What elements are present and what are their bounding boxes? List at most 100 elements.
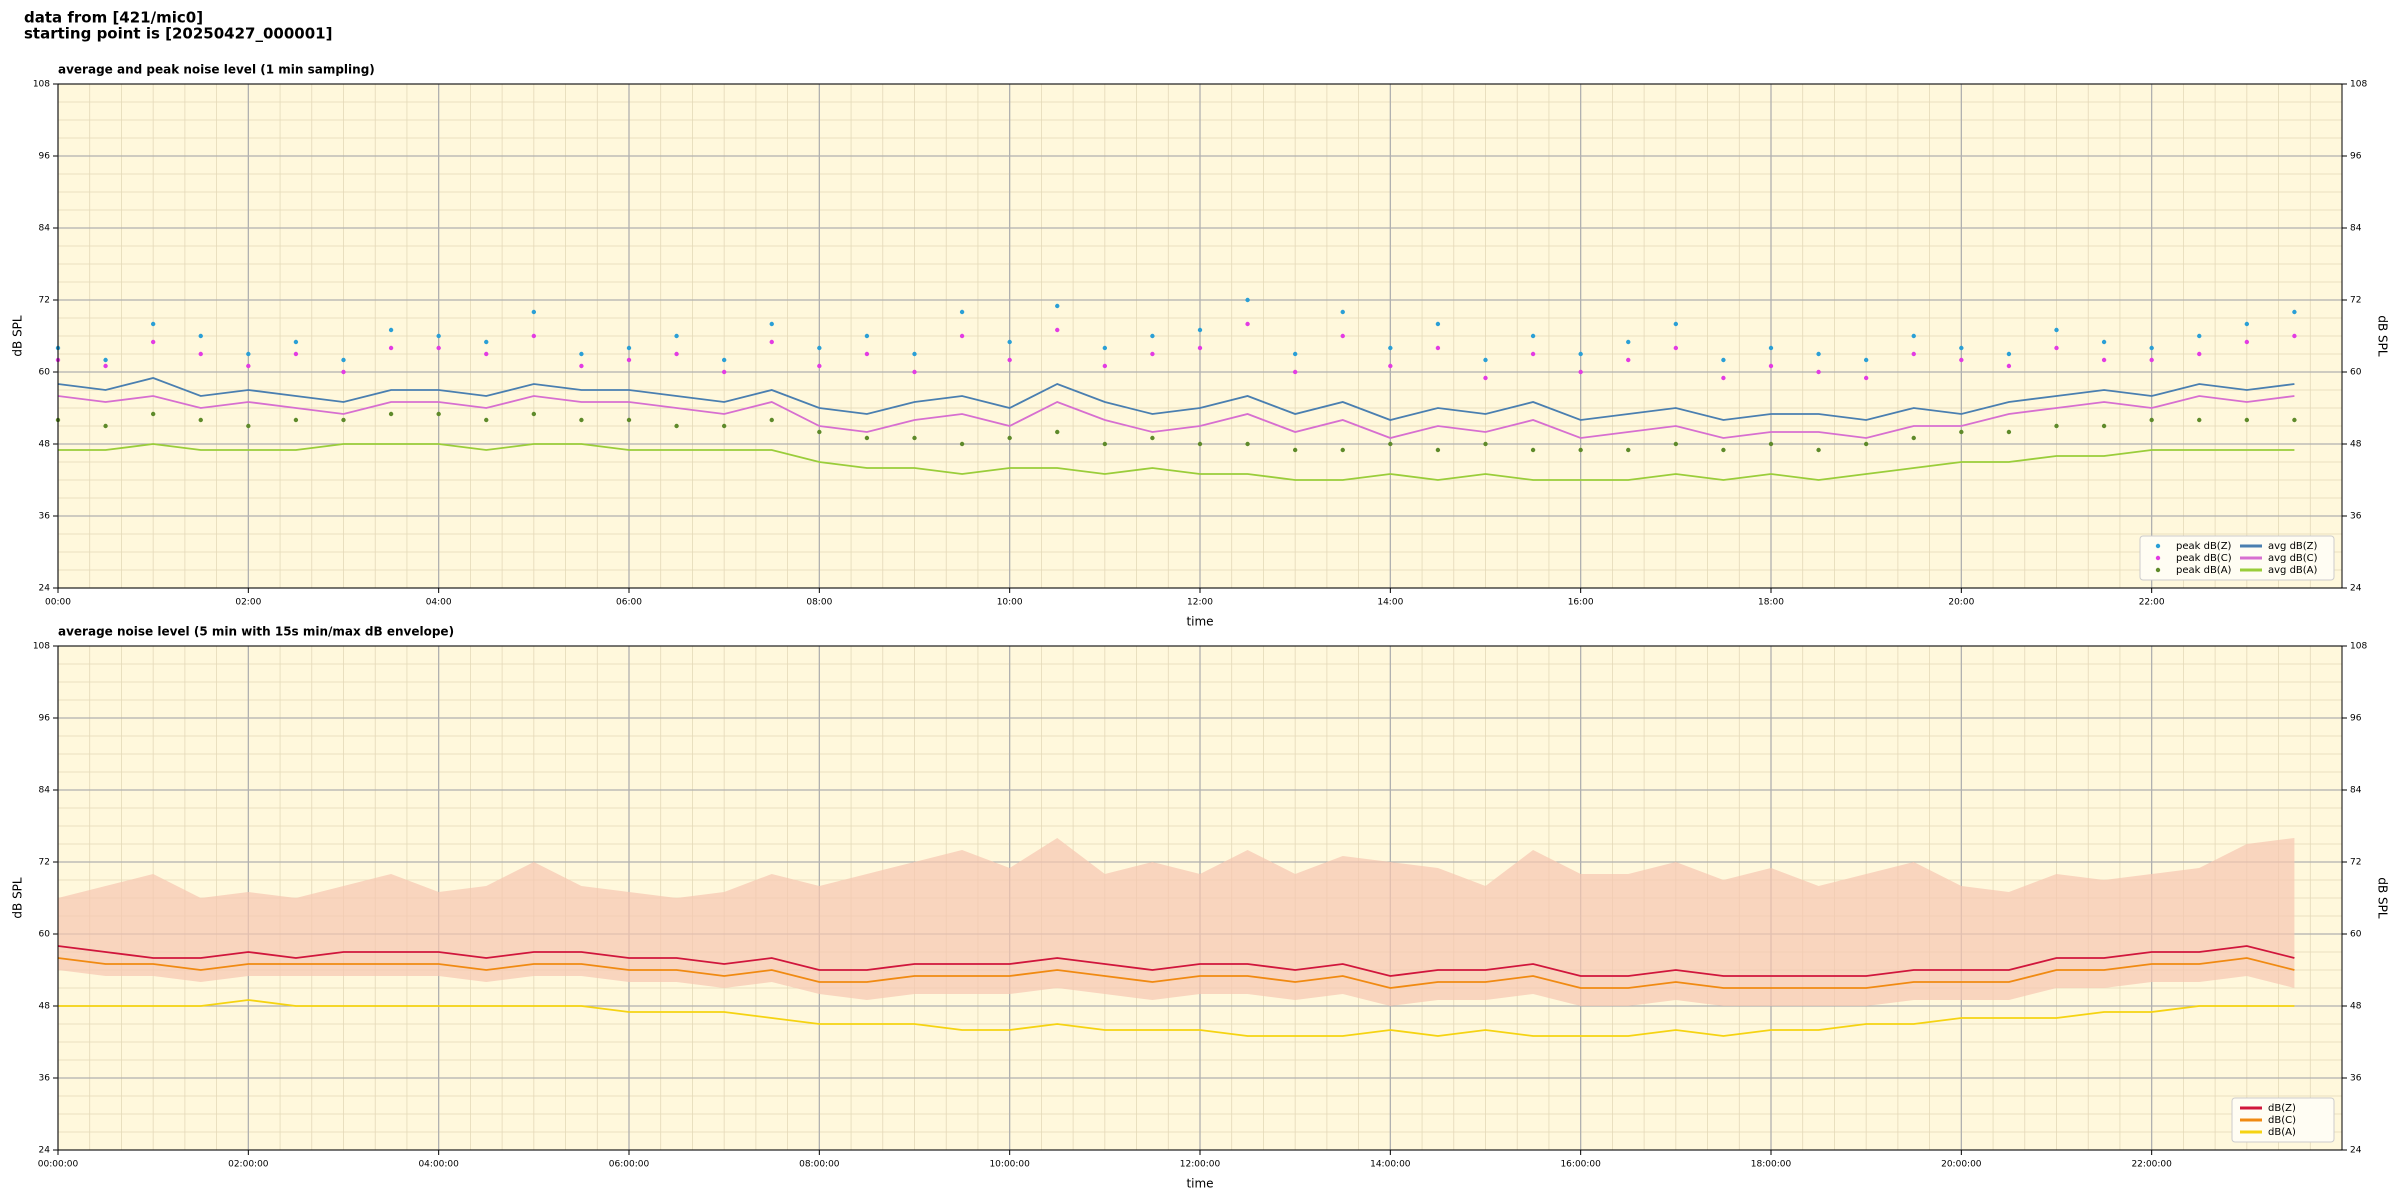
peak-point [2244,339,2250,345]
series-line [57,945,2295,977]
peak-point [1292,447,1298,453]
peak-point [1150,435,1155,441]
peak-point [1245,321,1250,327]
y2-tick-label: 60 [2350,930,2362,940]
legend-marker [2155,543,2161,549]
peak-point [912,351,917,357]
y-tick-label: 96 [39,152,51,162]
peak-point [579,417,584,423]
peak-point [1626,339,1631,345]
x-tick-label: 14:00 [1377,598,1403,608]
y-tick-label: 84 [39,224,51,234]
peak-point [1055,303,1060,309]
y-tick-label: 96 [39,714,51,724]
peak-point [817,345,822,351]
peak-point [2244,321,2250,327]
peak-point [674,333,679,339]
peak-point [2292,417,2297,423]
peak-point [912,369,917,375]
legend-marker [2155,567,2161,573]
peak-point [864,333,870,339]
peak-point [1245,441,1250,447]
legend-label: dB(C) [2268,1115,2296,1126]
peak-point [2006,351,2012,357]
y-tick-label: 72 [39,858,50,868]
peak-point [1197,327,1203,333]
peak-point [388,327,394,333]
peak-point [1863,441,1869,447]
legend-marker [2155,555,2161,561]
x-tick-label: 22:00:00 [2131,1160,2172,1170]
peak-point [864,435,870,441]
peak-point [2292,309,2297,315]
y-tick-label: 72 [39,296,50,306]
plot-frame [57,83,2343,589]
peak-point [2292,333,2297,339]
series-line [57,395,2295,439]
y-tick-label: 60 [39,930,51,940]
x-tick-label: 06:00:00 [609,1160,650,1170]
x-tick-label: 14:00:00 [1370,1160,1411,1170]
x-tick-label: 04:00 [426,598,452,608]
x-tick-label: 10:00 [997,598,1023,608]
y2-axis-label: dB SPL [2376,877,2390,919]
legend-label: dB(A) [2268,1127,2296,1138]
legend-label: peak dB(Z) [2176,541,2232,552]
peak-point [1816,369,1821,375]
peak-point [531,309,537,315]
peak-point [1768,363,1774,369]
peak-point [1530,351,1536,357]
peak-point [150,339,156,345]
peak-point [1483,375,1488,381]
y2-axis-label: dB SPL [2376,315,2390,357]
peak-point [626,417,632,423]
x-tick-label: 04:00:00 [418,1160,459,1170]
x-axis-label: time [1186,1177,1213,1191]
peak-point [1578,447,1583,453]
peak-point [103,423,108,429]
peak-point [1102,363,1108,369]
peak-point [864,351,870,357]
peak-point [1483,357,1488,363]
legend-label: avg dB(A) [2268,565,2318,576]
legend-label: dB(Z) [2268,1103,2296,1114]
legend-box [2139,535,2335,581]
peak-point [341,357,346,363]
peak-point [674,423,679,429]
y-tick-label: 24 [39,584,51,594]
peak-point [246,351,251,357]
x-tick-label: 18:00:00 [1751,1160,1792,1170]
series-line [58,999,2295,1037]
peak-point [531,411,537,417]
y2-tick-label: 72 [2350,858,2361,868]
peak-point [1483,441,1488,447]
y-tick-label: 84 [39,786,51,796]
x-tick-label: 02:00:00 [228,1160,269,1170]
x-tick-label: 12:00:00 [1180,1160,1221,1170]
peak-point [150,411,156,417]
y2-tick-label: 108 [2350,642,2367,652]
peak-point [1055,327,1060,333]
peak-point [1530,447,1536,453]
peak-point [1816,351,1821,357]
x-tick-label: 20:00 [1948,598,1974,608]
peak-point [531,333,537,339]
legend-label: peak dB(A) [2176,565,2232,576]
peak-point [484,351,489,357]
peak-point [198,351,203,357]
peak-point [817,429,822,435]
peak-point [2244,417,2250,423]
peak-point [626,345,632,351]
peak-point [2149,417,2154,423]
peak-point [1863,375,1869,381]
peak-point [198,417,203,423]
x-tick-label: 08:00:00 [799,1160,840,1170]
y2-tick-label: 84 [2350,224,2362,234]
x-tick-label: 18:00 [1758,598,1784,608]
peak-point [1292,351,1298,357]
peak-point [1768,345,1774,351]
y2-tick-label: 36 [2350,512,2362,522]
peak-point [2149,357,2154,363]
peak-point [1292,369,1298,375]
peak-point [579,363,584,369]
